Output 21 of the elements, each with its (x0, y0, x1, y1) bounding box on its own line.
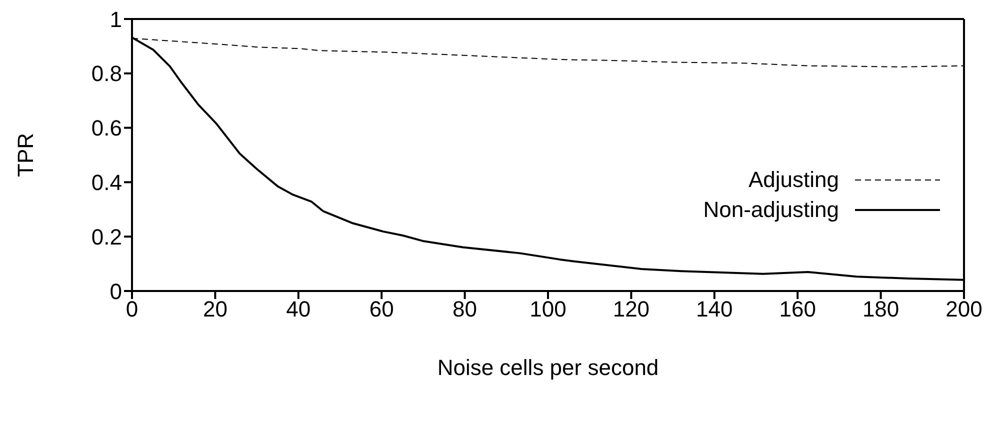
x-tick-label: 100 (530, 296, 566, 322)
x-tick-label: 80 (452, 296, 478, 322)
y-tick-label: 0 (110, 278, 122, 304)
x-tick-label: 20 (202, 296, 228, 322)
x-tick-label: 140 (696, 296, 733, 322)
x-tick-label: 60 (369, 296, 394, 322)
y-tick-label: 0.8 (91, 61, 122, 86)
y-tick-label: 0.6 (91, 116, 122, 141)
x-tick-label: 0 (126, 296, 138, 322)
x-tick-label: 160 (779, 296, 816, 322)
x-axis-title: Noise cells per second (437, 355, 659, 380)
y-tick-label: 0.2 (91, 224, 122, 250)
x-tick-label: 40 (286, 296, 311, 322)
legend-label: Non-adjusting (703, 196, 839, 224)
x-tick-label: 120 (612, 296, 650, 322)
legend-label: Adjusting (748, 166, 839, 194)
y-axis-title: TPR (12, 133, 38, 177)
y-tick-label: 0.4 (91, 170, 122, 196)
x-tick-label: 180 (862, 296, 900, 322)
y-tick-label: 1 (110, 6, 122, 32)
x-tick-label: 200 (946, 296, 982, 322)
